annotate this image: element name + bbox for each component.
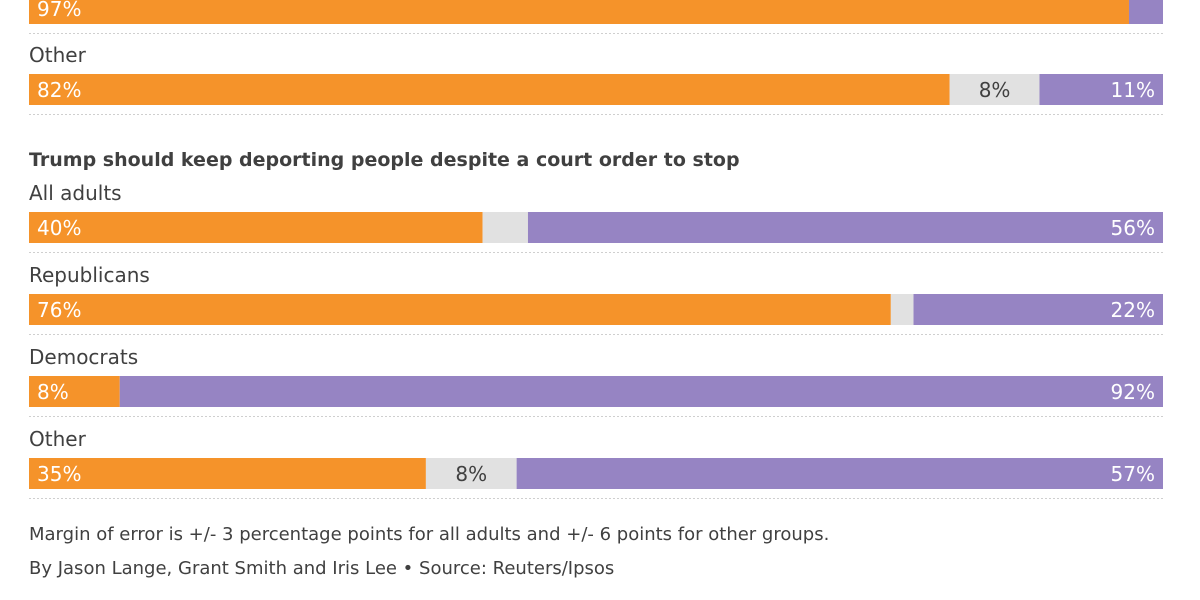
row-label: Other [29,43,87,67]
oppose-bar-segment [527,212,1163,243]
support-bar-segment [29,376,120,407]
oppose-value-label: 22% [1111,298,1155,322]
oppose-bar-segment [1128,0,1163,24]
oppose-bar-segment [119,376,1164,407]
chart-title: Trump should keep deporting people despi… [29,149,740,171]
neutral-bar-segment [482,212,528,243]
support-bar-segment [29,212,483,243]
oppose-value-label: 56% [1111,216,1155,240]
margin-of-error-note: Margin of error is +/- 3 percentage poin… [29,524,829,545]
source-credit: By Jason Lange, Grant Smith and Iris Lee… [29,558,614,579]
neutral-bar-segment [949,74,1040,105]
oppose-value-label: 11% [1111,78,1155,102]
row-label: Democrats [29,345,138,369]
neutral-bar-segment [425,458,517,489]
support-value-label: 40% [37,216,81,240]
row-label: All adults [29,181,122,205]
row-label: Republicans [29,263,150,287]
oppose-bar-segment [913,294,1163,325]
row-label: Other [29,427,87,451]
oppose-value-label: 92% [1111,380,1155,404]
oppose-bar-segment [516,458,1163,489]
support-value-label: 8% [37,380,69,404]
oppose-bar-segment [1039,74,1163,105]
support-value-label: 82% [37,78,81,102]
support-bar-segment [29,0,1129,24]
support-value-label: 35% [37,462,81,486]
support-bar-segment [29,294,891,325]
oppose-value-label: 57% [1111,462,1155,486]
support-value-label: 97% [37,0,81,21]
neutral-bar-segment [890,294,914,325]
support-bar-segment [29,74,950,105]
support-bar-segment [29,458,426,489]
chart-marks: 97% Other 82% 8% 11% Trump should keep deport… [29,0,1164,499]
neutral-value-label: 8% [979,78,1011,102]
support-value-label: 76% [37,298,81,322]
neutral-value-label: 8% [455,462,487,486]
